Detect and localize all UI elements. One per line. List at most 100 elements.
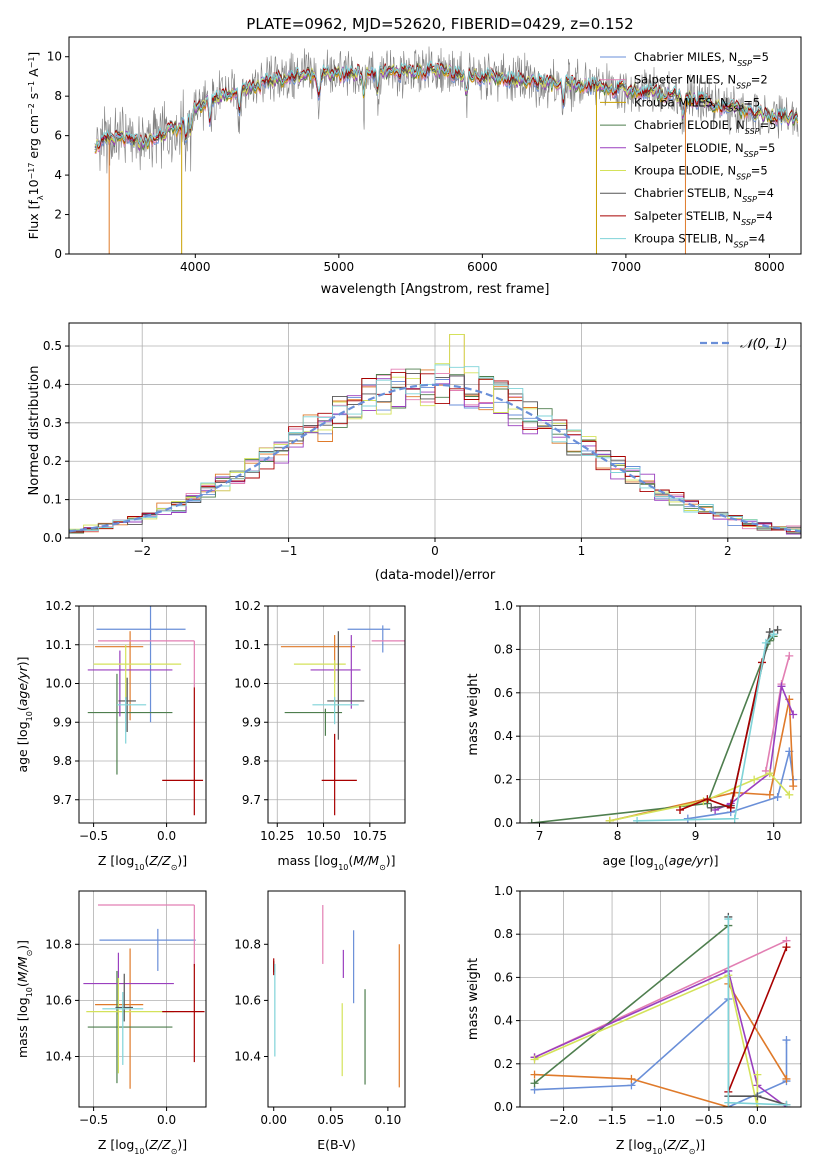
figure-title: PLATE=0962, MJD=52620, FIBERID=0429, z=0…	[246, 15, 633, 33]
x-tick-label: −1.0	[646, 1113, 675, 1127]
axes-frame	[267, 605, 406, 824]
residuals-panel: −2 −1 0 1 2 0.0 0.1 0.2 0.3 0.4 0.5 (data-model)/er…	[27, 322, 802, 583]
weight-line	[534, 969, 787, 1107]
x-axis-label: age [log10(age/yr)]	[602, 853, 718, 872]
errorbar-point	[87, 673, 173, 775]
y-tick-label: 10.8	[234, 937, 261, 951]
y-tick-label: 1.0	[494, 599, 513, 613]
x-tick-label: −0.5	[694, 1113, 723, 1127]
weight-marker	[782, 1100, 791, 1107]
y-tick-label: 0.0	[43, 531, 62, 545]
weight-marker	[730, 814, 739, 823]
y-tick-label: 10.6	[234, 993, 261, 1007]
mass-vs-EBV-panel: 0.00 0.05 0.10 10.4 10.6 10.8 E(B-V)	[234, 890, 406, 1152]
y-tick-label: 0.0	[494, 816, 513, 830]
mass-weight-vs-Z-panel: −2.0 −1.5 −1.0 −0.5 0.0 0.0 0.2 0.4 0.6 0.8 1.0 Z […	[466, 884, 802, 1156]
legend-entry: Chabrier ELODIE, NSSP=5	[634, 118, 776, 136]
weight-lines	[527, 625, 798, 823]
errorbar-point	[280, 635, 356, 682]
y-tick-label: 0.1	[43, 493, 62, 507]
y-tick-label: 9.7	[242, 793, 261, 807]
errorbar-point	[86, 977, 174, 1074]
weight-marker	[782, 943, 791, 952]
weight-marker	[703, 795, 712, 804]
x-tick-label: −1	[280, 544, 298, 558]
errorbar-point	[284, 708, 343, 736]
y-tick-label: 8	[54, 89, 62, 103]
x-tick-label: −0.5	[79, 1113, 108, 1127]
y-tick-label: 10	[47, 50, 62, 64]
y-tick-label: 9.8	[242, 754, 261, 768]
x-tick-label: −1.5	[597, 1113, 626, 1127]
legend: 𝒩(0, 1)	[700, 337, 787, 352]
errorbar-point	[99, 928, 196, 971]
errorbar-point	[312, 697, 359, 725]
x-tick-label: 0.0	[157, 1113, 176, 1127]
weight-marker	[530, 1079, 539, 1088]
y-tick-label: 2	[54, 208, 62, 222]
errorbar-point	[327, 631, 365, 740]
weight-series	[530, 921, 733, 1088]
axes-frame	[78, 605, 207, 824]
x-tick-label: 0.10	[375, 1113, 402, 1127]
y-tick-label: 9.8	[53, 754, 72, 768]
x-tick-label: −0.5	[79, 829, 108, 843]
y-tick-label: 10.8	[45, 937, 72, 951]
weight-marker	[761, 638, 770, 647]
weight-marker	[765, 769, 774, 778]
errorbar-point	[97, 904, 195, 967]
y-tick-label: 10.2	[45, 599, 72, 613]
weight-series	[633, 630, 778, 823]
y-tick-label: 9.7	[53, 793, 72, 807]
weight-marker	[769, 630, 778, 639]
y-tick-label: 9.9	[53, 715, 72, 729]
legend-entry: Kroupa STELIB, NSSP=4	[634, 232, 765, 250]
x-tick-label: 0.00	[260, 1113, 287, 1127]
errorbar-point	[347, 625, 391, 653]
axes-frame	[68, 36, 802, 255]
errorbar-point	[93, 644, 182, 699]
weight-marker	[765, 790, 774, 799]
y-tick-label: 4	[54, 168, 62, 182]
y-tick-label: 0.6	[494, 970, 513, 984]
weight-line	[534, 974, 759, 1107]
weight-line	[727, 946, 788, 1093]
errorbar-point	[116, 697, 147, 744]
y-axis-label: Flux [fλ10−17 erg cm−2 s−1 A−1]	[26, 52, 45, 240]
errorbar-point	[115, 973, 134, 1022]
errorbar-point	[87, 650, 173, 717]
legend: Chabrier MILES, NSSP=5 Salpeter MILES, NS…	[600, 50, 776, 249]
weight-line	[609, 699, 794, 822]
weight-marker	[753, 1092, 762, 1101]
x-tick-label: −2.0	[549, 1113, 578, 1127]
y-tick-label: 0.0	[494, 1100, 513, 1114]
x-tick-label: 10	[766, 829, 781, 843]
weight-marker	[676, 805, 685, 814]
x-tick-label: 4000	[180, 260, 211, 274]
y-tick-label: 10.1	[45, 638, 72, 652]
weight-line	[533, 924, 729, 1084]
y-axis-label: Normed distribution	[27, 366, 42, 496]
errorbar-point	[102, 991, 144, 1065]
axes-frame	[519, 605, 802, 824]
x-axis-label: Z [log10(Z/Z⊙)]	[616, 1137, 705, 1156]
y-tick-label: 0.5	[43, 339, 62, 353]
y-tick-label: 0.2	[494, 1057, 513, 1071]
weight-marker	[785, 651, 794, 660]
weight-marker	[789, 782, 798, 791]
x-axis-label: wavelength [Angstrom, rest frame]	[321, 282, 550, 297]
y-axis-label: mass weight	[466, 958, 481, 1040]
weight-marker	[777, 682, 786, 691]
gaussian-reference-line	[69, 383, 801, 533]
x-axis-label: E(B-V)	[317, 1137, 356, 1152]
weight-series	[605, 695, 798, 823]
weight-marker	[707, 803, 716, 812]
x-tick-label: 10.25	[260, 829, 294, 843]
legend-entry: Chabrier MILES, NSSP=5	[634, 50, 769, 68]
x-tick-label: 8	[614, 829, 622, 843]
weight-marker	[683, 814, 692, 823]
weight-marker	[785, 790, 794, 799]
y-tick-label: 10.0	[45, 677, 72, 691]
x-tick-label: 10.50	[306, 829, 340, 843]
